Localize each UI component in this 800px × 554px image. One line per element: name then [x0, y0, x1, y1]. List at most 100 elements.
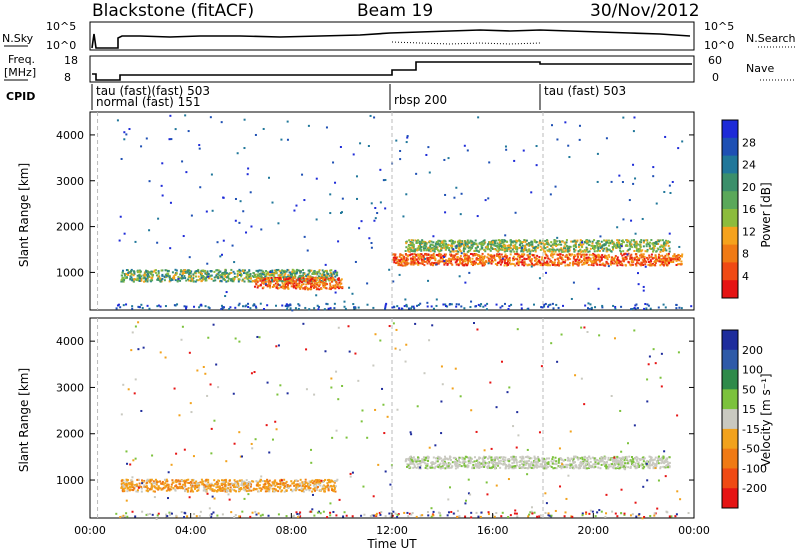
heatmap-cell — [233, 278, 236, 281]
heatmap-cell — [193, 271, 196, 274]
heatmap-cell — [572, 264, 575, 267]
heatmap-cell — [616, 245, 619, 248]
heatmap-cell — [504, 258, 507, 261]
heatmap-cell — [293, 479, 296, 482]
heatmap-cell — [276, 279, 279, 282]
heatmap-cell — [654, 242, 657, 245]
heatmap-cell — [616, 243, 619, 246]
heatmap-cell — [263, 480, 266, 483]
heatmap-cell — [466, 149, 469, 152]
colorbar-segment — [722, 280, 738, 299]
heatmap-cell — [520, 249, 523, 252]
heatmap-cell — [211, 209, 214, 212]
heatmap-cell — [205, 273, 208, 276]
heatmap-cell — [455, 244, 458, 247]
heatmap-cell — [560, 258, 563, 261]
heatmap-cell — [584, 250, 587, 253]
heatmap-cell — [169, 114, 172, 117]
heatmap-cell — [424, 247, 427, 250]
heatmap-cell — [567, 144, 570, 147]
heatmap-cell — [290, 285, 293, 288]
heatmap-cell — [250, 489, 253, 492]
heatmap-cell — [125, 133, 128, 136]
heatmap-cell — [284, 283, 287, 286]
heatmap-cell — [124, 277, 127, 280]
heatmap-cell — [503, 255, 506, 258]
heatmap-cell — [311, 277, 314, 280]
heatmap-cell — [479, 248, 482, 251]
heatmap-cell — [271, 271, 274, 274]
heatmap-cell — [544, 247, 547, 250]
heatmap-cell — [655, 202, 658, 205]
heatmap-cell — [617, 262, 620, 265]
heatmap-cell — [547, 262, 550, 265]
heatmap-cell — [129, 278, 132, 281]
heatmap-cell — [337, 278, 340, 281]
heatmap-cell — [121, 490, 124, 493]
heatmap-cell — [333, 302, 336, 305]
heatmap-cell — [482, 455, 485, 458]
heatmap-cell — [474, 305, 477, 308]
heatmap-cell — [514, 211, 517, 214]
heatmap-cell — [308, 270, 311, 273]
heatmap-cell — [127, 273, 130, 276]
heatmap-cell — [519, 460, 522, 463]
heatmap-cell — [509, 253, 512, 256]
heatmap-cell — [150, 478, 153, 481]
heatmap-cell — [457, 263, 460, 266]
heatmap-cell — [477, 259, 480, 262]
heatmap-cell — [131, 305, 134, 308]
heatmap-cell — [485, 246, 488, 249]
heatmap-cell — [281, 480, 284, 483]
heatmap-cell — [612, 258, 615, 261]
heatmap-cell — [400, 258, 403, 261]
heatmap-cell — [531, 241, 534, 244]
heatmap-cell — [508, 459, 511, 462]
heatmap-cell — [434, 261, 437, 264]
heatmap-cell — [297, 483, 300, 486]
heatmap-cell — [649, 241, 652, 244]
heatmap-cell — [294, 280, 297, 283]
heatmap-cell — [161, 487, 164, 490]
cpid-panel: CPID tau (fast)(fast) 503 normal (fast) … — [6, 84, 626, 110]
heatmap-cell — [652, 166, 655, 169]
heatmap-cell — [298, 284, 301, 287]
heatmap-cell — [585, 256, 588, 259]
heatmap-cell — [444, 240, 447, 243]
heatmap-cell — [528, 252, 531, 255]
heatmap-cell — [473, 249, 476, 252]
heatmap-cell — [395, 139, 398, 142]
heatmap-cell — [248, 270, 251, 273]
heatmap-cell — [318, 275, 321, 278]
heatmap-cell — [480, 465, 483, 468]
heatmap-cell — [533, 246, 536, 249]
freq-tick-bottom: 8 — [64, 71, 71, 84]
heatmap-cell — [291, 309, 294, 312]
heatmap-cell — [269, 483, 272, 486]
heatmap-cell — [476, 458, 479, 461]
heatmap-cell — [140, 275, 143, 278]
heatmap-cell — [255, 275, 258, 278]
heatmap-cell — [247, 481, 250, 484]
heatmap-cell — [428, 241, 431, 244]
heatmap-cell — [634, 307, 637, 310]
heatmap-cell — [473, 243, 476, 246]
heatmap-cell — [314, 283, 317, 286]
heatmap-cell — [519, 255, 522, 258]
heatmap-cell — [245, 479, 248, 482]
heatmap-cell — [556, 257, 559, 260]
heatmap-cell — [548, 258, 551, 261]
heatmap-cell — [232, 486, 235, 489]
heatmap-cell — [614, 246, 617, 249]
heatmap-cell — [262, 483, 265, 486]
heatmap-cell — [518, 243, 521, 246]
heatmap-cell — [150, 270, 153, 273]
heatmap-cell — [610, 239, 613, 242]
heatmap-cell — [255, 480, 258, 483]
heatmap-cell — [162, 486, 165, 489]
heatmap-cell — [413, 253, 416, 256]
heatmap-cell — [298, 286, 301, 289]
heatmap-cell — [440, 256, 443, 259]
heatmap-cell — [283, 490, 286, 493]
heatmap-cell — [415, 253, 418, 256]
